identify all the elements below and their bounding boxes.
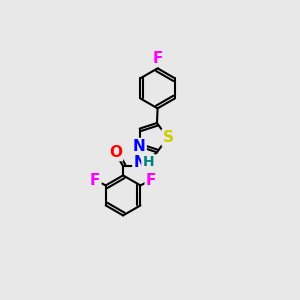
Text: F: F (152, 51, 163, 66)
Text: F: F (146, 172, 156, 188)
Text: S: S (163, 130, 174, 145)
Text: N: N (134, 155, 146, 170)
Text: F: F (90, 172, 100, 188)
Text: N: N (133, 139, 146, 154)
Text: H: H (143, 155, 154, 169)
Text: O: O (109, 145, 122, 160)
